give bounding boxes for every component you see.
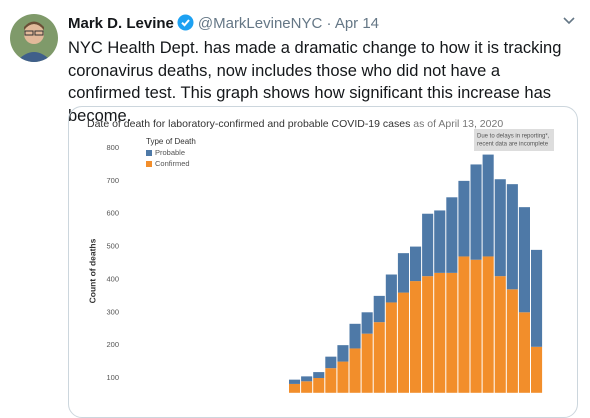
- bar-segment: [410, 281, 422, 393]
- tweet-date[interactable]: Apr 14: [334, 15, 380, 32]
- tweet-text: NYC Health Dept. has made a dramatic cha…: [68, 39, 562, 125]
- bar-segment: [289, 383, 301, 393]
- bar-segment: [349, 323, 361, 349]
- bar-segment: [373, 295, 385, 323]
- bar-segment: [361, 333, 373, 393]
- author-handle[interactable]: @MarkLevineNYC: [197, 15, 323, 32]
- bar-segment: [482, 256, 494, 393]
- bar-segment: [531, 346, 543, 393]
- page: Mark D. Levine @MarkLevineNYC · Apr 14 NY…: [10, 14, 578, 418]
- bar-segment: [494, 276, 506, 393]
- bar-segment: [289, 379, 301, 384]
- more-menu[interactable]: [562, 16, 576, 26]
- y-tick-label: 800: [106, 143, 119, 152]
- bar-segment: [518, 312, 530, 393]
- tweet-header: Mark D. Levine @MarkLevineNYC · Apr 14: [68, 14, 379, 32]
- legend-title: Type of Death: [146, 137, 196, 146]
- bar-segment: [446, 197, 458, 273]
- bar-segment: [361, 312, 373, 334]
- bar-segment: [325, 368, 337, 393]
- author-name[interactable]: Mark D. Levine: [68, 15, 174, 32]
- bar-segment: [337, 345, 349, 362]
- legend-swatch: [146, 150, 152, 156]
- bar-segment: [458, 180, 470, 257]
- bar-segment: [325, 356, 337, 369]
- annotation-box: [474, 129, 554, 151]
- bar-segment: [397, 253, 409, 293]
- chart-subtitle: as of April 13, 2020: [413, 118, 503, 130]
- bar-segment: [313, 378, 325, 393]
- bar-segment: [313, 372, 325, 379]
- bar-segment: [301, 376, 313, 382]
- chart-title-line: Date of death for laboratory-confirmed a…: [87, 118, 503, 130]
- y-tick-label: 300: [106, 307, 119, 316]
- legend-swatch: [146, 161, 152, 167]
- bar-segment: [494, 179, 506, 277]
- separator: ·: [326, 15, 332, 32]
- y-tick-label: 400: [106, 274, 119, 283]
- chart: Date of death for laboratory-confirmed a…: [87, 118, 554, 393]
- verified-badge: [177, 14, 194, 31]
- bar-segment: [458, 256, 470, 393]
- annotation: recent data are incomplete: [477, 142, 549, 148]
- y-axis-label: Count of deaths: [87, 238, 97, 303]
- bar-segment: [349, 348, 361, 393]
- image-card[interactable]: Date of death for laboratory-confirmed a…: [68, 106, 578, 418]
- bar-segment: [518, 207, 530, 313]
- bar-segment: [410, 246, 422, 282]
- bar-segment: [531, 249, 543, 347]
- y-tick-label: 700: [106, 176, 119, 185]
- avatar[interactable]: [10, 14, 58, 62]
- bar-segment: [422, 276, 434, 393]
- bar-segment: [434, 272, 446, 393]
- y-tick-label: 600: [106, 209, 119, 218]
- bar-segment: [482, 154, 494, 257]
- bar-segment: [373, 322, 385, 393]
- chart-title: Date of death for laboratory-confirmed a…: [87, 118, 410, 130]
- annotation: Due to delays in reporting*,: [477, 134, 550, 140]
- bar-segment: [337, 361, 349, 393]
- bar-segment: [397, 292, 409, 393]
- bar-segment: [385, 274, 397, 303]
- y-tick-label: 200: [106, 340, 119, 349]
- bar-segment: [446, 272, 458, 393]
- bar-segment: [301, 381, 313, 393]
- bar-segment: [470, 164, 482, 260]
- bar-segment: [422, 213, 434, 277]
- legend-label: Confirmed: [155, 159, 190, 168]
- y-tick-label: 100: [106, 373, 119, 382]
- bar-segment: [470, 259, 482, 393]
- legend-label: Probable: [155, 148, 185, 157]
- bar-segment: [506, 289, 518, 393]
- bar-segment: [506, 184, 518, 290]
- y-tick-label: 500: [106, 242, 119, 251]
- bar-segment: [385, 302, 397, 393]
- bar-segment: [434, 210, 446, 273]
